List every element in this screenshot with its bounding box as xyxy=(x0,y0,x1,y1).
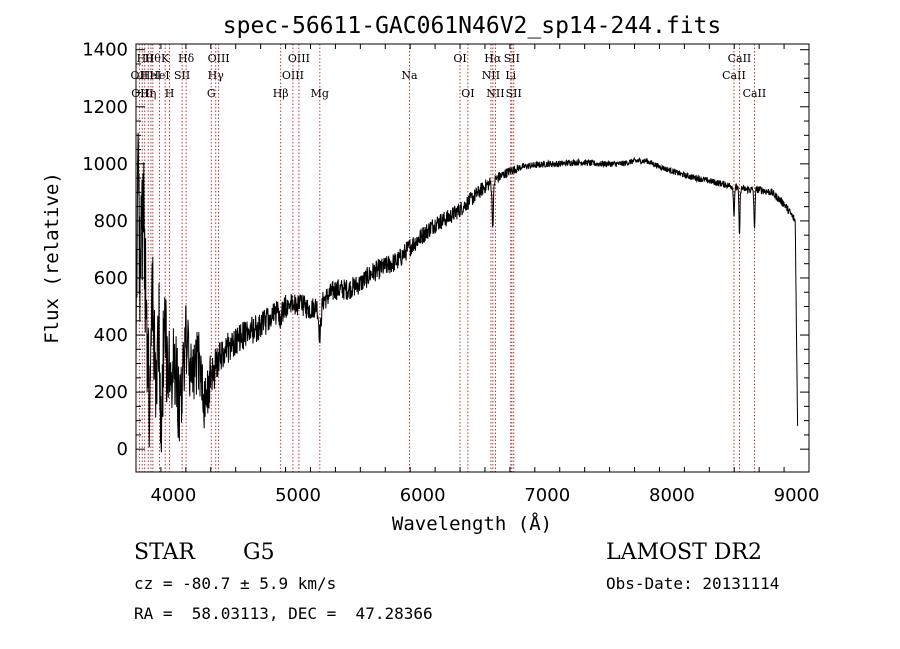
spectral-line-label: K xyxy=(161,52,170,65)
spectral-line-label: NII xyxy=(482,69,500,82)
x-tick-label: 4000 xyxy=(150,485,196,506)
y-tick-label: 1000 xyxy=(82,154,128,175)
x-tick-label: 8000 xyxy=(649,485,695,506)
spectral-line-label: OIII xyxy=(288,52,310,65)
x-tick-label: 9000 xyxy=(774,485,820,506)
plot-frame xyxy=(135,43,810,473)
x-tick-label: 6000 xyxy=(400,485,446,506)
spectral-line-label: CaII xyxy=(722,69,746,82)
spectral-line-label: CaII xyxy=(728,52,752,65)
spectral-line-label: OIII xyxy=(208,52,230,65)
x-axis: 4000 5000 6000 7000 8000 9000 xyxy=(135,44,820,506)
chart-title: spec-56611-GAC061N46V2_sp14-244.fits xyxy=(223,13,722,39)
spectral-line-label: OII xyxy=(131,69,149,82)
x-tick-label: 5000 xyxy=(275,485,321,506)
coordinates-label: RA = 58.03113, DEC = 47.28366 xyxy=(134,604,433,623)
y-tick-label: 1200 xyxy=(82,97,128,118)
spectral-line-label: Na xyxy=(401,69,418,82)
spectral-line-label: OIII xyxy=(282,69,304,82)
survey-label: LAMOST DR2 xyxy=(606,540,762,565)
spectral-line-markers: OIIOIIIHθHηHeIHθHeIKHSIIHδGHγOIIIHβOIIIO… xyxy=(131,44,767,472)
y-tick-label: 800 xyxy=(94,211,128,232)
subclass-label: G5 xyxy=(243,540,275,565)
x-tick-label: 7000 xyxy=(524,485,570,506)
spectral-line-label: Hγ xyxy=(208,69,225,82)
spectral-line-label: NII xyxy=(486,87,504,100)
y-tick-label: 400 xyxy=(94,325,128,346)
y-axis-label: Flux (relative) xyxy=(41,172,63,344)
spectral-line-label: HeI xyxy=(141,69,161,82)
spectral-line-label: Hθ xyxy=(137,52,154,65)
spectral-line-label: SII xyxy=(174,69,190,82)
spectral-line-label: SII xyxy=(506,87,522,100)
spectrum-series-line xyxy=(135,132,799,453)
spectral-line-label: Hβ xyxy=(273,87,289,100)
spectral-line-label: H xyxy=(165,87,175,100)
spectral-line-label: Mg xyxy=(311,87,329,100)
redshift-label: cz = -80.7 ± 5.9 km/s xyxy=(134,574,336,593)
y-tick-label: 600 xyxy=(94,268,128,289)
obs-date-label: Obs-Date: 20131114 xyxy=(606,574,779,593)
spectral-line-label: OIII xyxy=(131,87,153,100)
spectral-line-label: Hα xyxy=(484,52,502,65)
spectral-line-label: Hδ xyxy=(178,52,195,65)
spectral-line-label: HeI xyxy=(149,69,169,82)
y-tick-label: 1400 xyxy=(82,40,128,61)
spectral-line-label: G xyxy=(207,87,216,100)
y-axis: 0 200 400 600 800 1000 1200 1400 xyxy=(82,40,809,460)
spectral-line-label: OI xyxy=(453,52,466,65)
spectral-line-label: SII xyxy=(504,52,520,65)
spectral-line-label: Hθ xyxy=(145,52,162,65)
object-type-label: STAR xyxy=(134,540,196,565)
spectral-line-label: CaII xyxy=(743,87,767,100)
spectral-line-label: OI xyxy=(461,87,474,100)
y-tick-label: 200 xyxy=(94,382,128,403)
spectral-line-label: Li xyxy=(505,69,516,82)
y-tick-label: 0 xyxy=(117,439,128,460)
x-axis-label: Wavelength (Å) xyxy=(392,512,552,535)
spectral-line-label: Hη xyxy=(140,87,156,100)
